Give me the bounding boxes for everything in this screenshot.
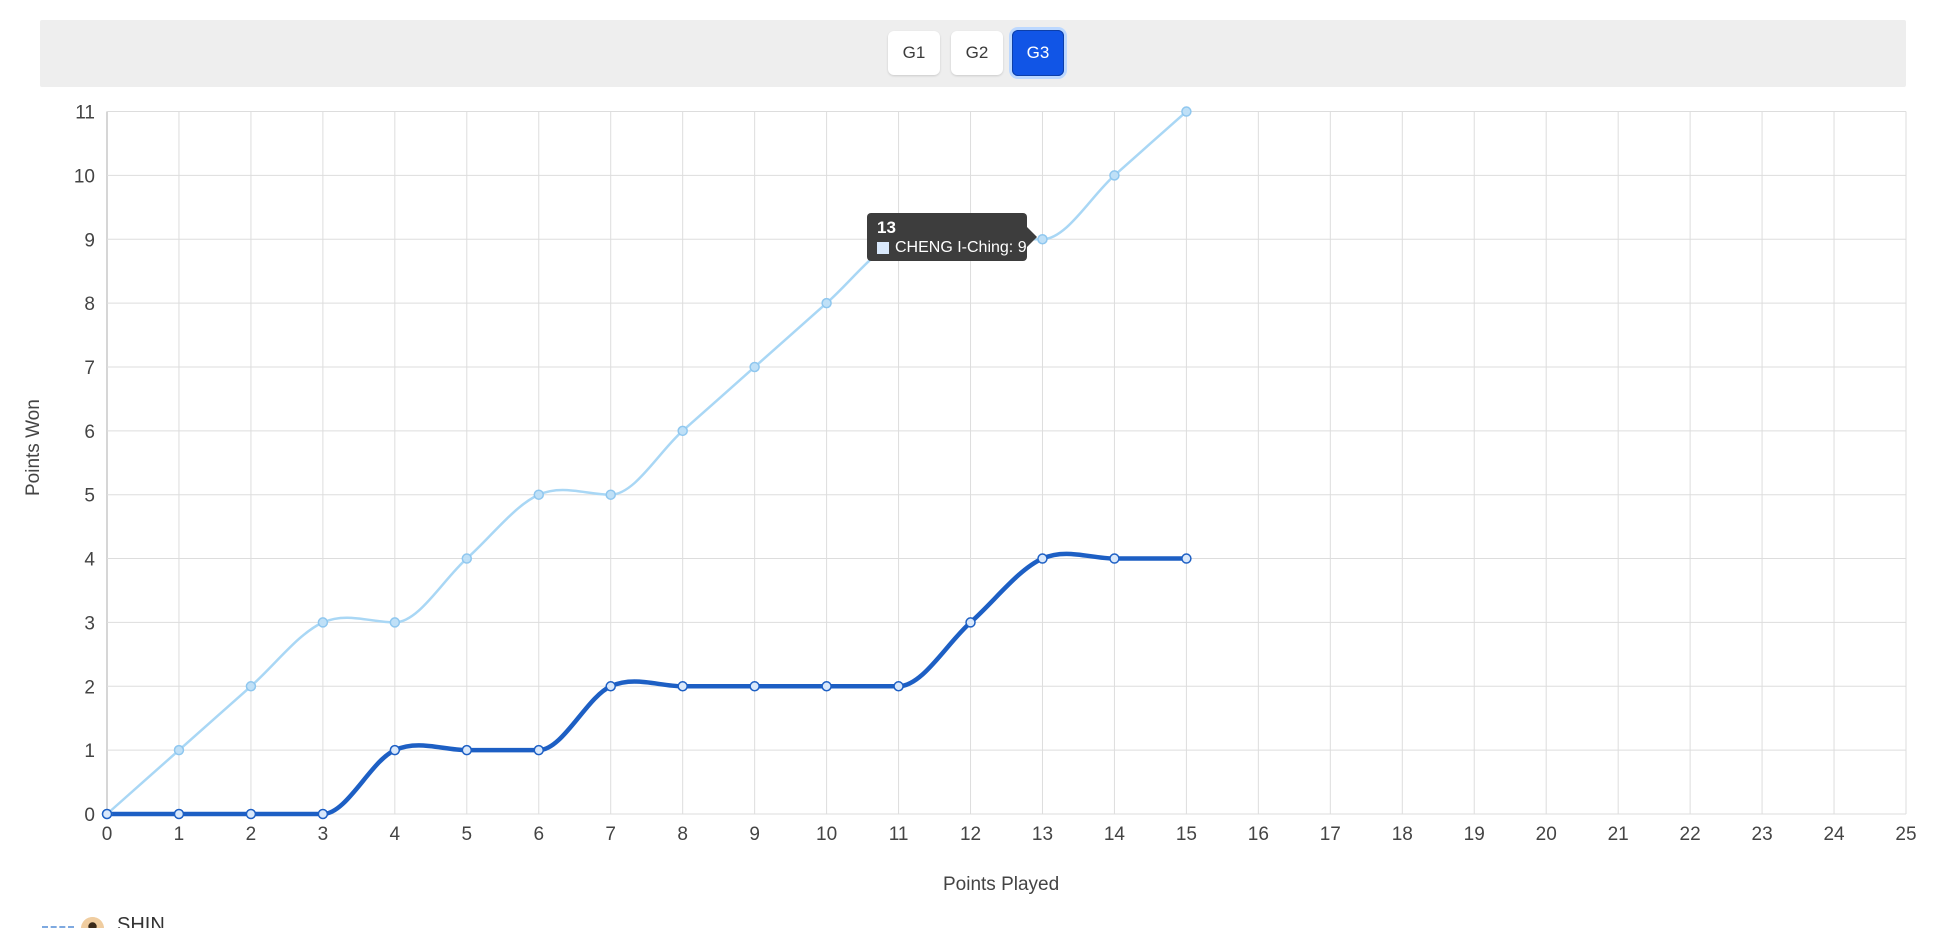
svg-text:13: 13 (1032, 824, 1053, 845)
svg-text:20: 20 (1536, 824, 1557, 845)
svg-text:4: 4 (390, 824, 401, 845)
svg-text:6: 6 (84, 422, 95, 443)
svg-text:8: 8 (677, 824, 688, 845)
svg-text:3: 3 (318, 824, 329, 845)
svg-text:14: 14 (1104, 824, 1126, 845)
svg-text:5: 5 (84, 486, 95, 507)
svg-text:3: 3 (84, 613, 95, 634)
svg-text:23: 23 (1752, 824, 1773, 845)
svg-text:11: 11 (889, 824, 909, 845)
svg-text:19: 19 (1464, 824, 1485, 845)
svg-text:0: 0 (84, 805, 95, 826)
svg-text:18: 18 (1392, 824, 1413, 845)
svg-text:15: 15 (1176, 824, 1197, 845)
svg-text:1: 1 (174, 824, 185, 845)
svg-text:7: 7 (84, 358, 95, 379)
svg-text:0: 0 (102, 824, 113, 845)
svg-text:5: 5 (462, 824, 473, 845)
svg-text:21: 21 (1608, 824, 1629, 845)
svg-text:12: 12 (960, 824, 981, 845)
svg-text:11: 11 (75, 103, 95, 124)
svg-text:16: 16 (1248, 824, 1269, 845)
svg-text:8: 8 (84, 294, 95, 315)
svg-text:9: 9 (749, 824, 760, 845)
svg-text:9: 9 (84, 230, 95, 251)
svg-text:2: 2 (246, 824, 257, 845)
svg-text:4: 4 (84, 550, 95, 571)
svg-text:7: 7 (605, 824, 616, 845)
svg-text:10: 10 (816, 824, 837, 845)
svg-text:6: 6 (533, 824, 544, 845)
svg-text:1: 1 (84, 741, 95, 762)
svg-text:24: 24 (1823, 824, 1845, 845)
svg-text:17: 17 (1320, 824, 1341, 845)
svg-text:25: 25 (1895, 824, 1916, 845)
svg-text:22: 22 (1680, 824, 1701, 845)
svg-text:2: 2 (84, 677, 95, 698)
svg-text:10: 10 (74, 166, 95, 187)
